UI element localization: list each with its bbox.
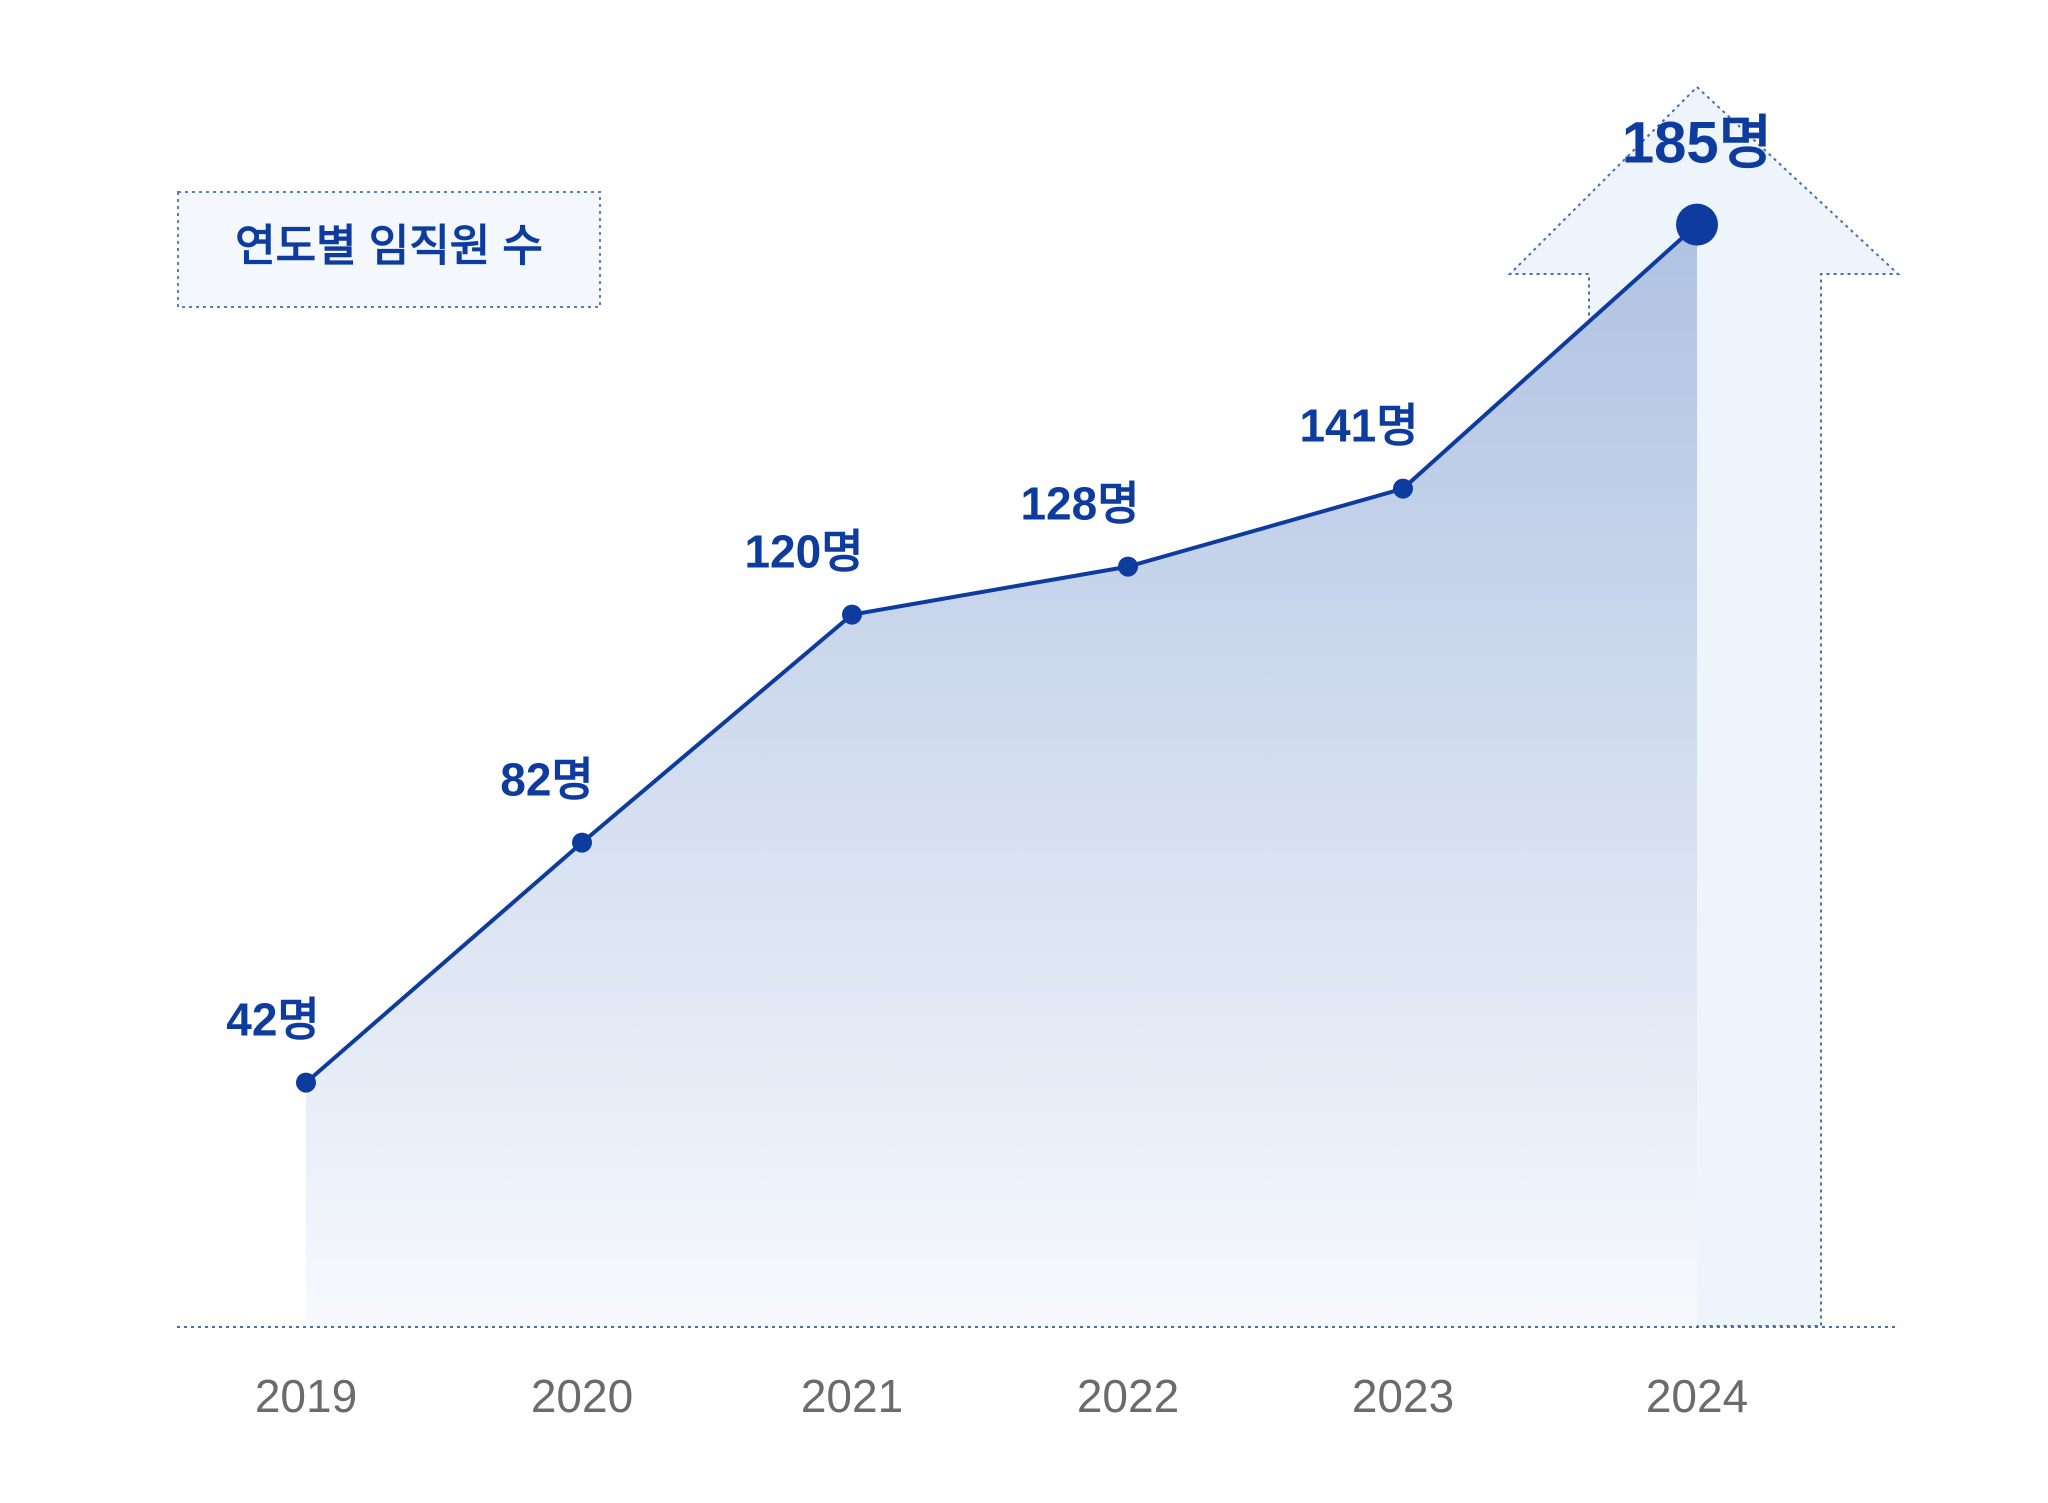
- data-label-2021: 120명: [744, 526, 863, 578]
- data-label-2022: 128명: [1020, 478, 1139, 530]
- data-point-2022: [1118, 556, 1138, 577]
- x-tick-label-2019: 2019: [255, 1370, 357, 1422]
- data-point-2023: [1393, 478, 1413, 499]
- chart-title: 연도별 임직원 수: [235, 222, 543, 271]
- data-label-2023: 141명: [1299, 400, 1418, 452]
- x-tick-label-2021: 2021: [801, 1370, 903, 1422]
- data-label-2024: 185명: [1622, 111, 1772, 176]
- data-label-2020: 82명: [500, 754, 594, 806]
- data-point-2024: [1676, 203, 1718, 246]
- title-box-frame: [177, 191, 601, 308]
- data-point-2019: [296, 1072, 316, 1093]
- data-point-2021: [842, 604, 862, 625]
- x-tick-label-2024: 2024: [1646, 1370, 1748, 1422]
- data-label-2019: 42명: [226, 994, 320, 1046]
- marks-layer: 42명 2019 82명 2020 120명 2021 128명 2022 141명 2023 18…: [226, 111, 1772, 1422]
- x-tick-label-2023: 2023: [1352, 1370, 1454, 1422]
- x-tick-label-2020: 2020: [531, 1370, 633, 1422]
- area-fill: [306, 224, 1697, 1328]
- chart-title-box: 연도별 임직원 수: [177, 191, 601, 308]
- x-tick-label-2022: 2022: [1077, 1370, 1179, 1422]
- data-point-2020: [572, 832, 592, 853]
- series-line: [304, 222, 1699, 1085]
